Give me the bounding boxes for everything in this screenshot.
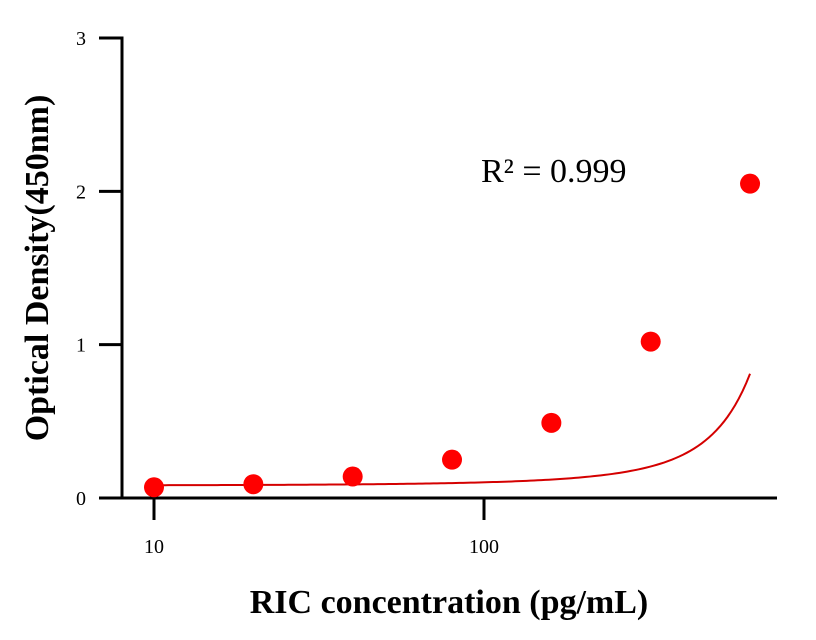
x-tick-label: 10 bbox=[144, 536, 164, 558]
y-axis-title: Optical Density(450nm) bbox=[19, 95, 56, 442]
data-point bbox=[144, 477, 164, 498]
x-tick-label: 100 bbox=[469, 536, 499, 558]
y-tick-label: 1 bbox=[76, 335, 86, 357]
data-point bbox=[541, 412, 562, 433]
y-tick-label: 3 bbox=[76, 28, 86, 50]
data-point bbox=[740, 173, 761, 194]
data-point bbox=[640, 331, 661, 352]
axes bbox=[120, 36, 777, 500]
y-tick-label: 2 bbox=[76, 181, 86, 203]
y-tick-label: 0 bbox=[76, 488, 86, 510]
x-ticks: 10 100 bbox=[144, 498, 499, 558]
data-point bbox=[342, 466, 363, 487]
data-point bbox=[442, 449, 463, 470]
y-ticks: 0 1 2 3 bbox=[76, 28, 122, 510]
r-squared-annotation: R² = 0.999 bbox=[481, 153, 627, 190]
data-points bbox=[144, 173, 761, 498]
data-point bbox=[243, 474, 264, 495]
x-axis-title: RIC concentration (pg/mL) bbox=[250, 584, 649, 621]
